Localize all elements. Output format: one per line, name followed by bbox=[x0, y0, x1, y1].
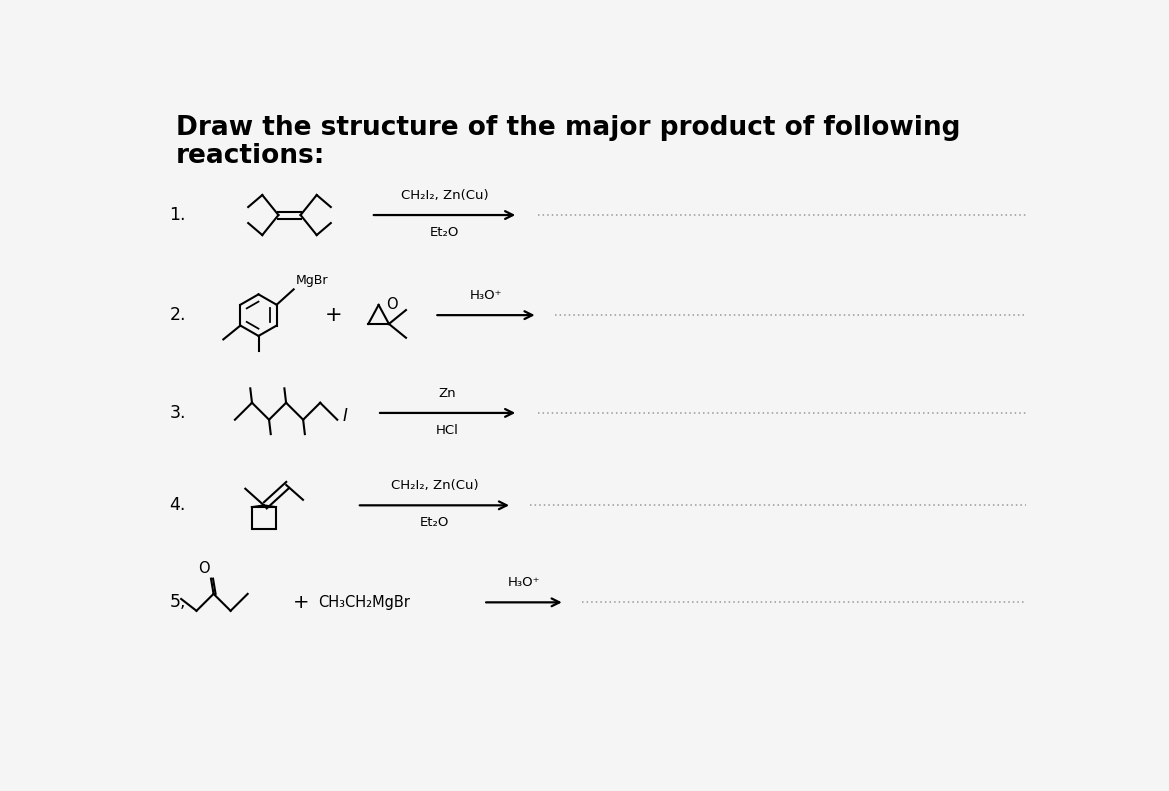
Text: O: O bbox=[198, 561, 209, 576]
Text: Et₂O: Et₂O bbox=[420, 516, 449, 529]
Text: 2.: 2. bbox=[170, 306, 186, 324]
Text: CH₂I₂, Zn(Cu): CH₂I₂, Zn(Cu) bbox=[390, 479, 478, 492]
Text: O: O bbox=[387, 297, 397, 312]
Text: Zn: Zn bbox=[438, 387, 456, 399]
Text: 5,: 5, bbox=[170, 593, 186, 611]
Text: 4.: 4. bbox=[170, 496, 186, 514]
Text: I: I bbox=[343, 407, 347, 425]
Text: H₃O⁺: H₃O⁺ bbox=[507, 577, 540, 589]
Bar bbox=[251, 507, 276, 529]
Text: MgBr: MgBr bbox=[296, 274, 328, 287]
Text: Draw the structure of the major product of following: Draw the structure of the major product … bbox=[175, 115, 960, 141]
Text: CH₂I₂, Zn(Cu): CH₂I₂, Zn(Cu) bbox=[401, 189, 489, 202]
Text: +: + bbox=[325, 305, 343, 325]
Text: +: + bbox=[293, 592, 310, 612]
Text: CH₃CH₂MgBr: CH₃CH₂MgBr bbox=[318, 595, 410, 610]
Text: H₃O⁺: H₃O⁺ bbox=[470, 289, 503, 302]
Text: HCl: HCl bbox=[436, 424, 459, 437]
Text: 3.: 3. bbox=[170, 404, 186, 422]
Text: reactions:: reactions: bbox=[175, 143, 325, 169]
Text: Et₂O: Et₂O bbox=[430, 225, 459, 239]
Text: 1.: 1. bbox=[170, 206, 186, 224]
